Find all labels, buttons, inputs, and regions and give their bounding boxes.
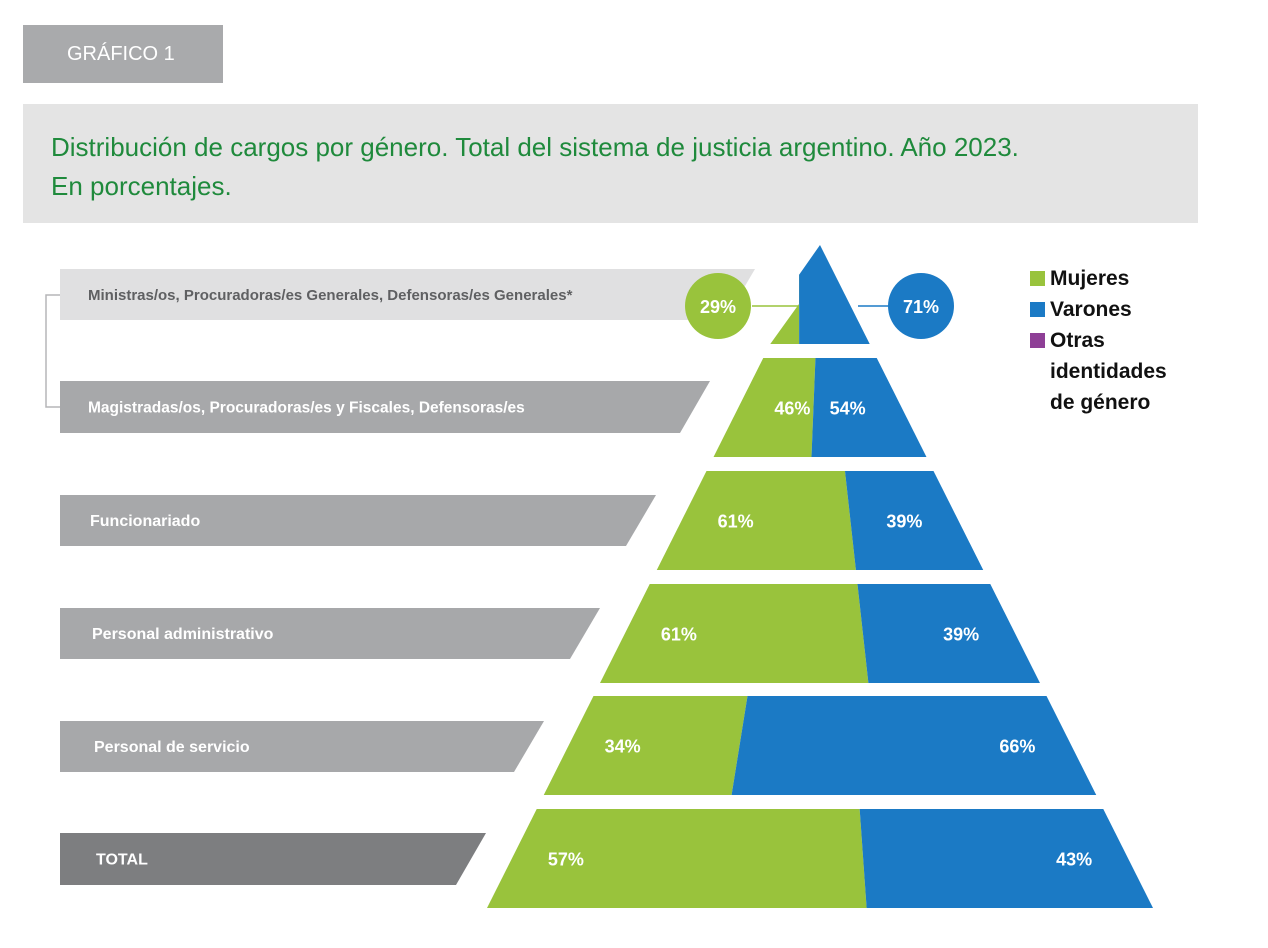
category-label: Magistradas/os, Procuradoras/es y Fiscal… xyxy=(88,400,525,417)
legend-label-women: Mujeres xyxy=(1050,267,1129,290)
legend-label-other: de género xyxy=(1050,391,1150,414)
men-value-label: 54% xyxy=(830,399,866,419)
women-segment xyxy=(713,358,816,457)
category-label-bg xyxy=(60,833,486,885)
chart-title-box: Distribución de cargos por género. Total… xyxy=(23,104,1198,223)
legend-label-men: Varones xyxy=(1050,298,1132,321)
category-label-bg xyxy=(60,381,710,433)
men-value-label: 66% xyxy=(999,737,1035,757)
women-value-label: 34% xyxy=(605,737,641,757)
legend-swatch-men xyxy=(1030,302,1045,317)
men-segment xyxy=(811,358,927,457)
women-circle xyxy=(685,273,751,339)
men-value-label: 39% xyxy=(886,512,922,532)
men-circle xyxy=(888,273,954,339)
chart-title-line-1: Distribución de cargos por género. Total… xyxy=(51,132,1019,162)
category-label: Funcionariado xyxy=(90,513,200,530)
category-label-bg xyxy=(60,269,755,320)
chart-tag: GRÁFICO 1 xyxy=(23,25,223,83)
women-value-label: 46% xyxy=(774,399,810,419)
men-segment xyxy=(844,471,984,570)
category-label-bg xyxy=(60,495,656,546)
chart-title-line-2: En porcentajes. xyxy=(51,171,232,201)
label-bracket xyxy=(45,294,60,408)
category-label: Ministras/os, Procuradoras/es Generales,… xyxy=(88,287,573,304)
women-segment xyxy=(600,584,869,683)
women-value-label: 57% xyxy=(548,850,584,870)
legend-label-other: identidades xyxy=(1050,360,1167,383)
legend-swatch-women xyxy=(1030,271,1045,286)
men-segment xyxy=(731,696,1097,795)
men-value-label: 71% xyxy=(903,297,939,317)
women-value-label: 61% xyxy=(718,512,754,532)
category-label: Personal administrativo xyxy=(92,626,274,643)
men-segment xyxy=(859,809,1153,908)
category-label-bg xyxy=(60,721,544,772)
men-segment xyxy=(857,584,1040,683)
legend-swatch-other xyxy=(1030,333,1045,348)
category-label: TOTAL xyxy=(96,852,148,869)
women-value-label: 61% xyxy=(661,625,697,645)
category-label-bg xyxy=(60,608,600,659)
men-value-label: 43% xyxy=(1056,850,1092,870)
category-label: Personal de servicio xyxy=(94,739,250,756)
women-segment xyxy=(543,696,748,795)
women-segment xyxy=(656,471,856,570)
legend-label-other: Otras xyxy=(1050,329,1105,352)
women-value-label: 29% xyxy=(700,297,736,317)
women-segment xyxy=(487,809,867,908)
men-segment xyxy=(799,245,870,344)
men-value-label: 39% xyxy=(943,625,979,645)
